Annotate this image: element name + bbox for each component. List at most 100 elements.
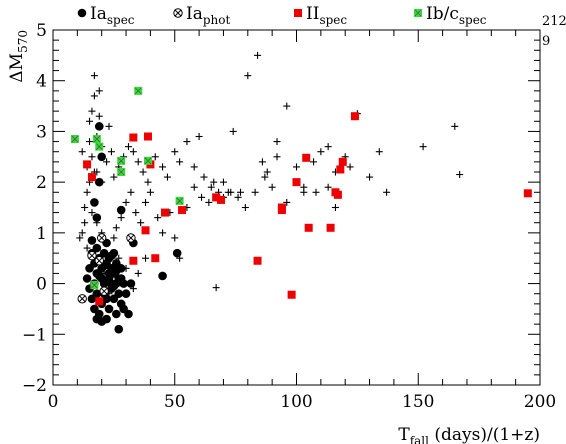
point-other — [159, 163, 167, 171]
point-Ia_spec — [172, 248, 182, 258]
point-Ia_spec — [109, 281, 119, 291]
point-other — [310, 158, 318, 166]
point-other — [366, 173, 374, 181]
point-other — [451, 122, 459, 130]
point-other — [90, 92, 98, 100]
point-other — [154, 214, 162, 222]
x-axis: 0 50 100 150 200 — [48, 30, 556, 412]
legend-marker-Ibc_spec — [414, 9, 422, 17]
point-other — [110, 234, 118, 242]
point-Ia_spec — [104, 304, 114, 314]
point-other — [105, 122, 113, 130]
point-Ia_spec — [94, 122, 104, 131]
point-II_spec — [129, 133, 138, 142]
point-Ibc_spec — [134, 86, 143, 95]
point-other — [176, 158, 184, 166]
point-II_spec — [333, 190, 342, 199]
point-other — [129, 148, 137, 156]
point-other — [419, 143, 427, 151]
point-other — [76, 234, 84, 242]
point-other — [244, 72, 252, 80]
point-Ia_spec — [116, 274, 126, 283]
point-Ibc_spec — [143, 156, 152, 165]
point-Ia_phot — [94, 256, 104, 266]
point-other — [107, 148, 115, 156]
point-other — [219, 178, 227, 186]
point-other — [254, 51, 262, 59]
point-other — [456, 171, 464, 179]
point-II_spec — [161, 208, 170, 217]
point-other — [132, 209, 140, 217]
point-other — [324, 143, 332, 151]
y-tick-label: −1 — [22, 325, 47, 345]
point-other — [86, 138, 94, 146]
point-other — [324, 183, 332, 191]
point-Ia_spec — [112, 309, 121, 319]
point-other — [124, 143, 132, 151]
point-II_spec — [277, 206, 286, 215]
point-other — [251, 188, 259, 196]
point-II_spec — [302, 153, 311, 162]
legend-entry-Ia_phot: Iaphot — [173, 4, 230, 27]
legend-entry-Ia_spec: Iaspec — [77, 4, 135, 27]
legend-entry-II_spec: IIspec — [294, 4, 347, 27]
legend-label-Ia_spec: Iaspec — [90, 4, 135, 27]
point-other — [207, 183, 215, 191]
point-II_spec — [338, 157, 347, 166]
legend-marker-II_spec — [294, 9, 302, 17]
y-tick-label: 4 — [36, 72, 47, 92]
point-other — [183, 138, 191, 146]
point-other — [95, 112, 103, 120]
x-tick-label: 200 — [524, 392, 556, 412]
x-axis-title: Tfall (days)/(1+z) — [398, 425, 540, 444]
point-Ibc_spec — [92, 135, 101, 144]
point-other — [195, 133, 203, 140]
point-Ia_spec — [102, 314, 111, 324]
point-Ia_spec — [114, 324, 124, 334]
point-other — [134, 269, 142, 277]
point-other — [210, 178, 218, 186]
corner-text-line: 212 — [542, 14, 566, 29]
point-Ia_spec — [102, 276, 111, 286]
point-Ia_spec — [124, 309, 133, 319]
point-Ia_spec — [92, 243, 102, 253]
point-Ia_phot — [99, 286, 109, 296]
x-tick-label: 0 — [48, 392, 59, 412]
point-other — [200, 173, 208, 181]
point-Ibc_spec — [90, 281, 99, 290]
point-other — [137, 219, 145, 227]
point-other — [81, 219, 89, 227]
point-II_spec — [217, 195, 226, 204]
x-tick-label: 50 — [164, 392, 186, 412]
point-II_spec — [292, 178, 301, 187]
point-Ia_spec — [82, 274, 92, 283]
point-other — [273, 138, 281, 146]
point-other — [90, 72, 98, 80]
point-other — [293, 163, 300, 171]
point-other — [78, 148, 86, 156]
point-other — [273, 153, 281, 161]
point-other — [95, 87, 103, 95]
legend-label-Ia_phot: Iaphot — [186, 4, 230, 27]
point-other — [83, 244, 91, 252]
point-other — [375, 148, 383, 156]
point-Ia_spec — [90, 198, 99, 207]
point-other — [268, 183, 276, 191]
point-II_spec — [350, 112, 359, 121]
point-II_spec — [129, 256, 138, 265]
point-other — [263, 168, 271, 176]
point-other — [88, 153, 96, 161]
point-other — [127, 188, 135, 196]
y-tick-label: 1 — [36, 224, 47, 244]
point-other — [110, 173, 118, 181]
y-tick-label: 2 — [36, 173, 47, 193]
legend: Iaspec Iaphot IIspec Ib/cspec — [77, 4, 487, 27]
plot-frame — [52, 29, 541, 386]
point-II_spec — [326, 223, 335, 232]
legend-marker-Ia_phot — [173, 8, 183, 18]
point-other — [190, 163, 198, 171]
point-other — [229, 127, 237, 135]
point-other — [227, 188, 235, 196]
point-Ibc_spec — [117, 156, 126, 165]
